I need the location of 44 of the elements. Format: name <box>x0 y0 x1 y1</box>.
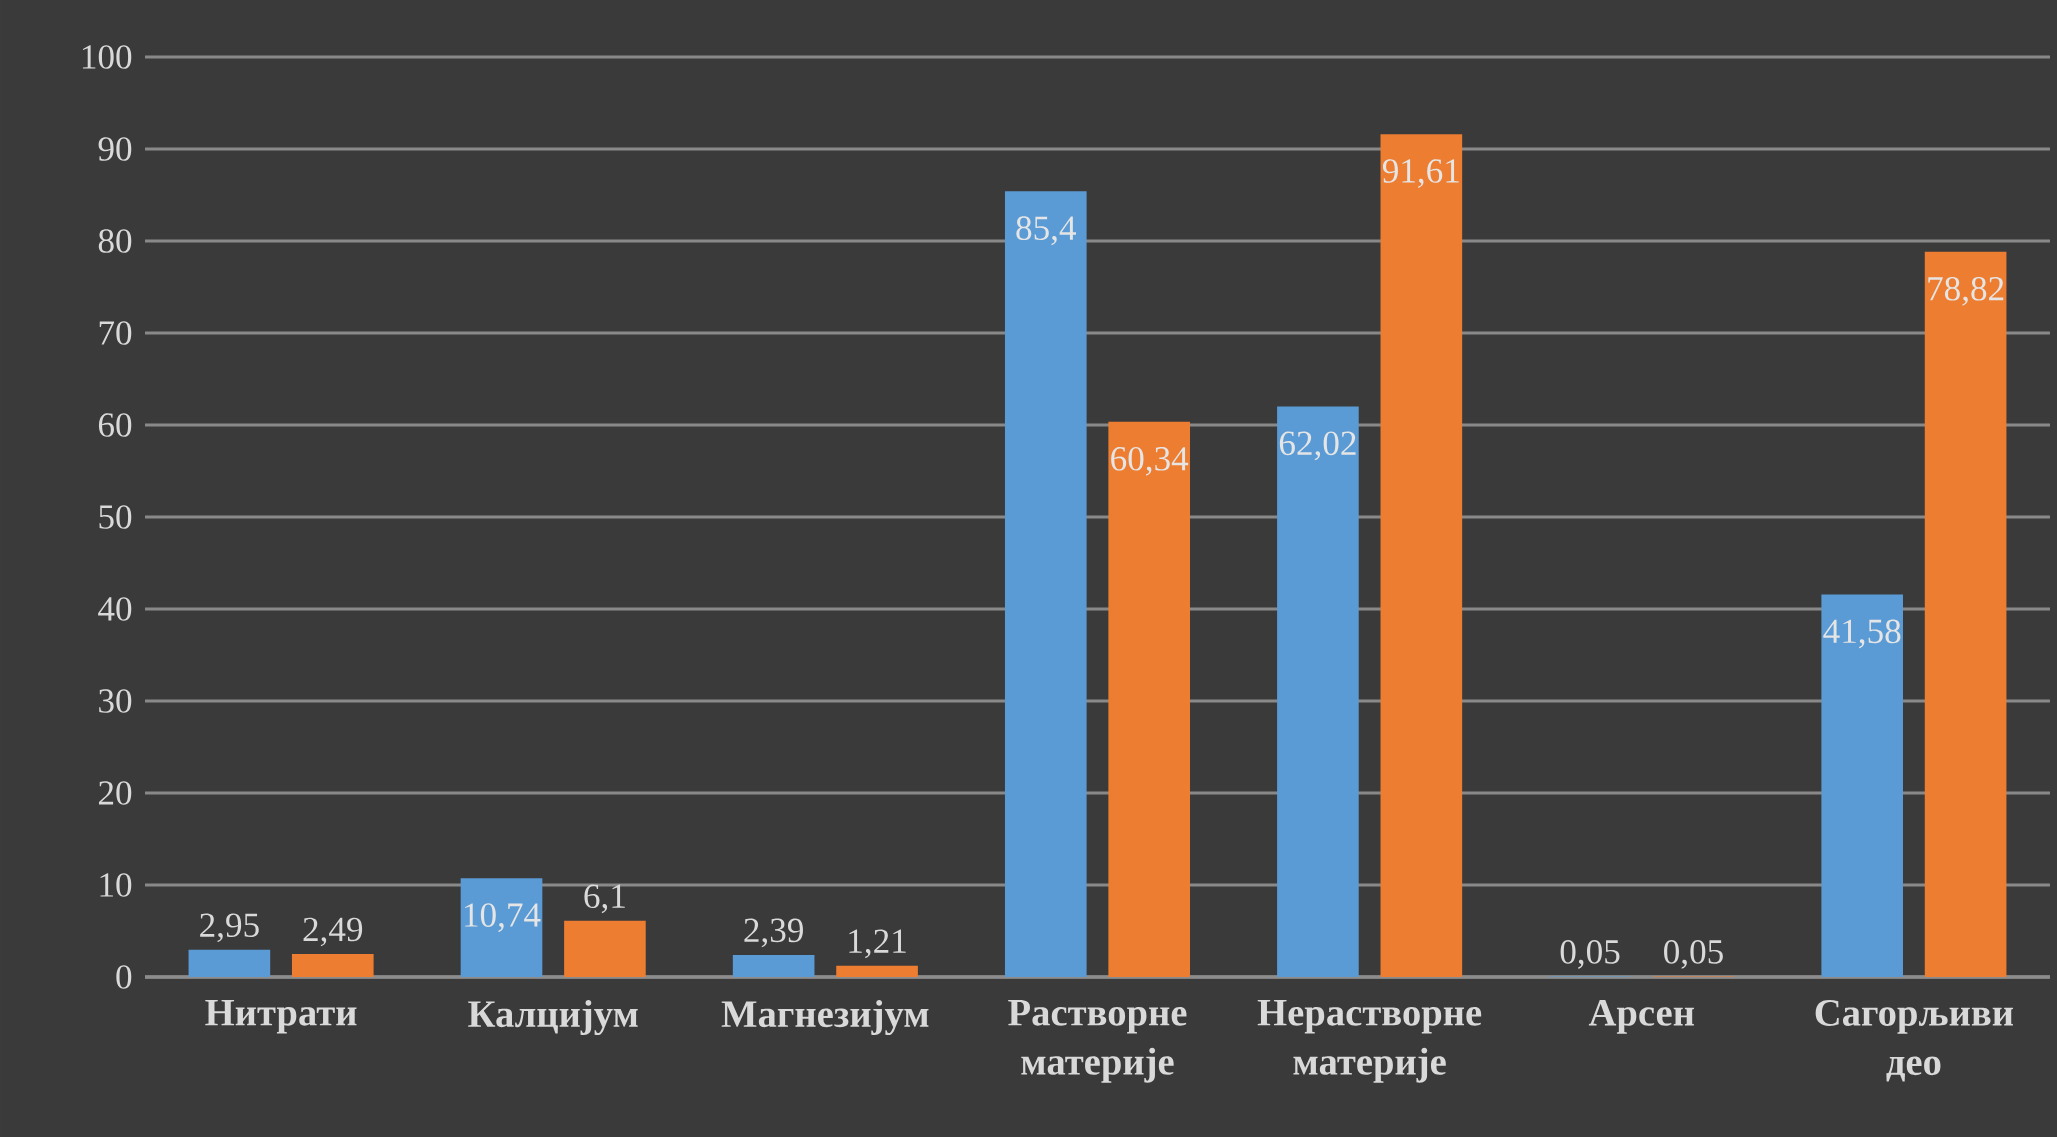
bar <box>1277 406 1359 977</box>
y-tick-label: 50 <box>99 505 132 529</box>
data-label: 41,58 <box>1823 619 1901 649</box>
data-label: 2,49 <box>303 917 363 947</box>
bar <box>564 920 646 977</box>
data-label: 6,1 <box>584 884 625 914</box>
bar <box>291 954 374 977</box>
y-tick-label: 70 <box>99 321 132 345</box>
data-label: 85,4 <box>1016 216 1076 246</box>
data-label: 0,05 <box>1560 940 1620 969</box>
y-tick-label: 90 <box>98 137 132 161</box>
x-tick-label: Магнезијум <box>721 999 929 1036</box>
y-tick-label: 30 <box>99 689 132 713</box>
y-tick-label: 0 <box>116 965 132 989</box>
data-label: 10,74 <box>465 903 541 932</box>
y-tick-label: 100 <box>82 45 132 69</box>
bar <box>1108 421 1191 977</box>
x-tick-label: Калцијум <box>468 999 638 1036</box>
data-label: 2,95 <box>200 913 259 943</box>
data-label: 2,39 <box>744 918 803 948</box>
data-label: 91,61 <box>1382 159 1459 188</box>
bar <box>1821 594 1904 977</box>
y-tick-label: 10 <box>100 873 132 897</box>
data-label: 60,34 <box>1111 446 1189 476</box>
y-tick-label: 80 <box>98 229 132 253</box>
data-label: 62,02 <box>1279 431 1356 461</box>
x-tick-label: Нитрати <box>205 999 357 1034</box>
bar <box>1004 191 1087 977</box>
y-tick-label: 40 <box>98 597 132 621</box>
y-tick-label: 20 <box>98 781 132 805</box>
bar <box>732 955 815 977</box>
bar <box>836 965 918 977</box>
bar <box>1380 134 1463 977</box>
bar <box>1924 251 2007 977</box>
x-tick-label: Растворне материје <box>1008 999 1187 1083</box>
data-label: 78,82 <box>1928 276 2004 306</box>
x-tick-label: Арсен <box>1588 999 1694 1034</box>
bar <box>188 949 271 977</box>
data-label: 1,21 <box>849 929 906 959</box>
data-label: 0,05 <box>1664 940 1723 969</box>
bar <box>460 878 543 977</box>
y-tick-label: 60 <box>98 413 132 437</box>
x-tick-label: Нерастворне материје <box>1257 999 1482 1083</box>
x-tick-label: Сагорљиви део <box>1815 999 2013 1082</box>
